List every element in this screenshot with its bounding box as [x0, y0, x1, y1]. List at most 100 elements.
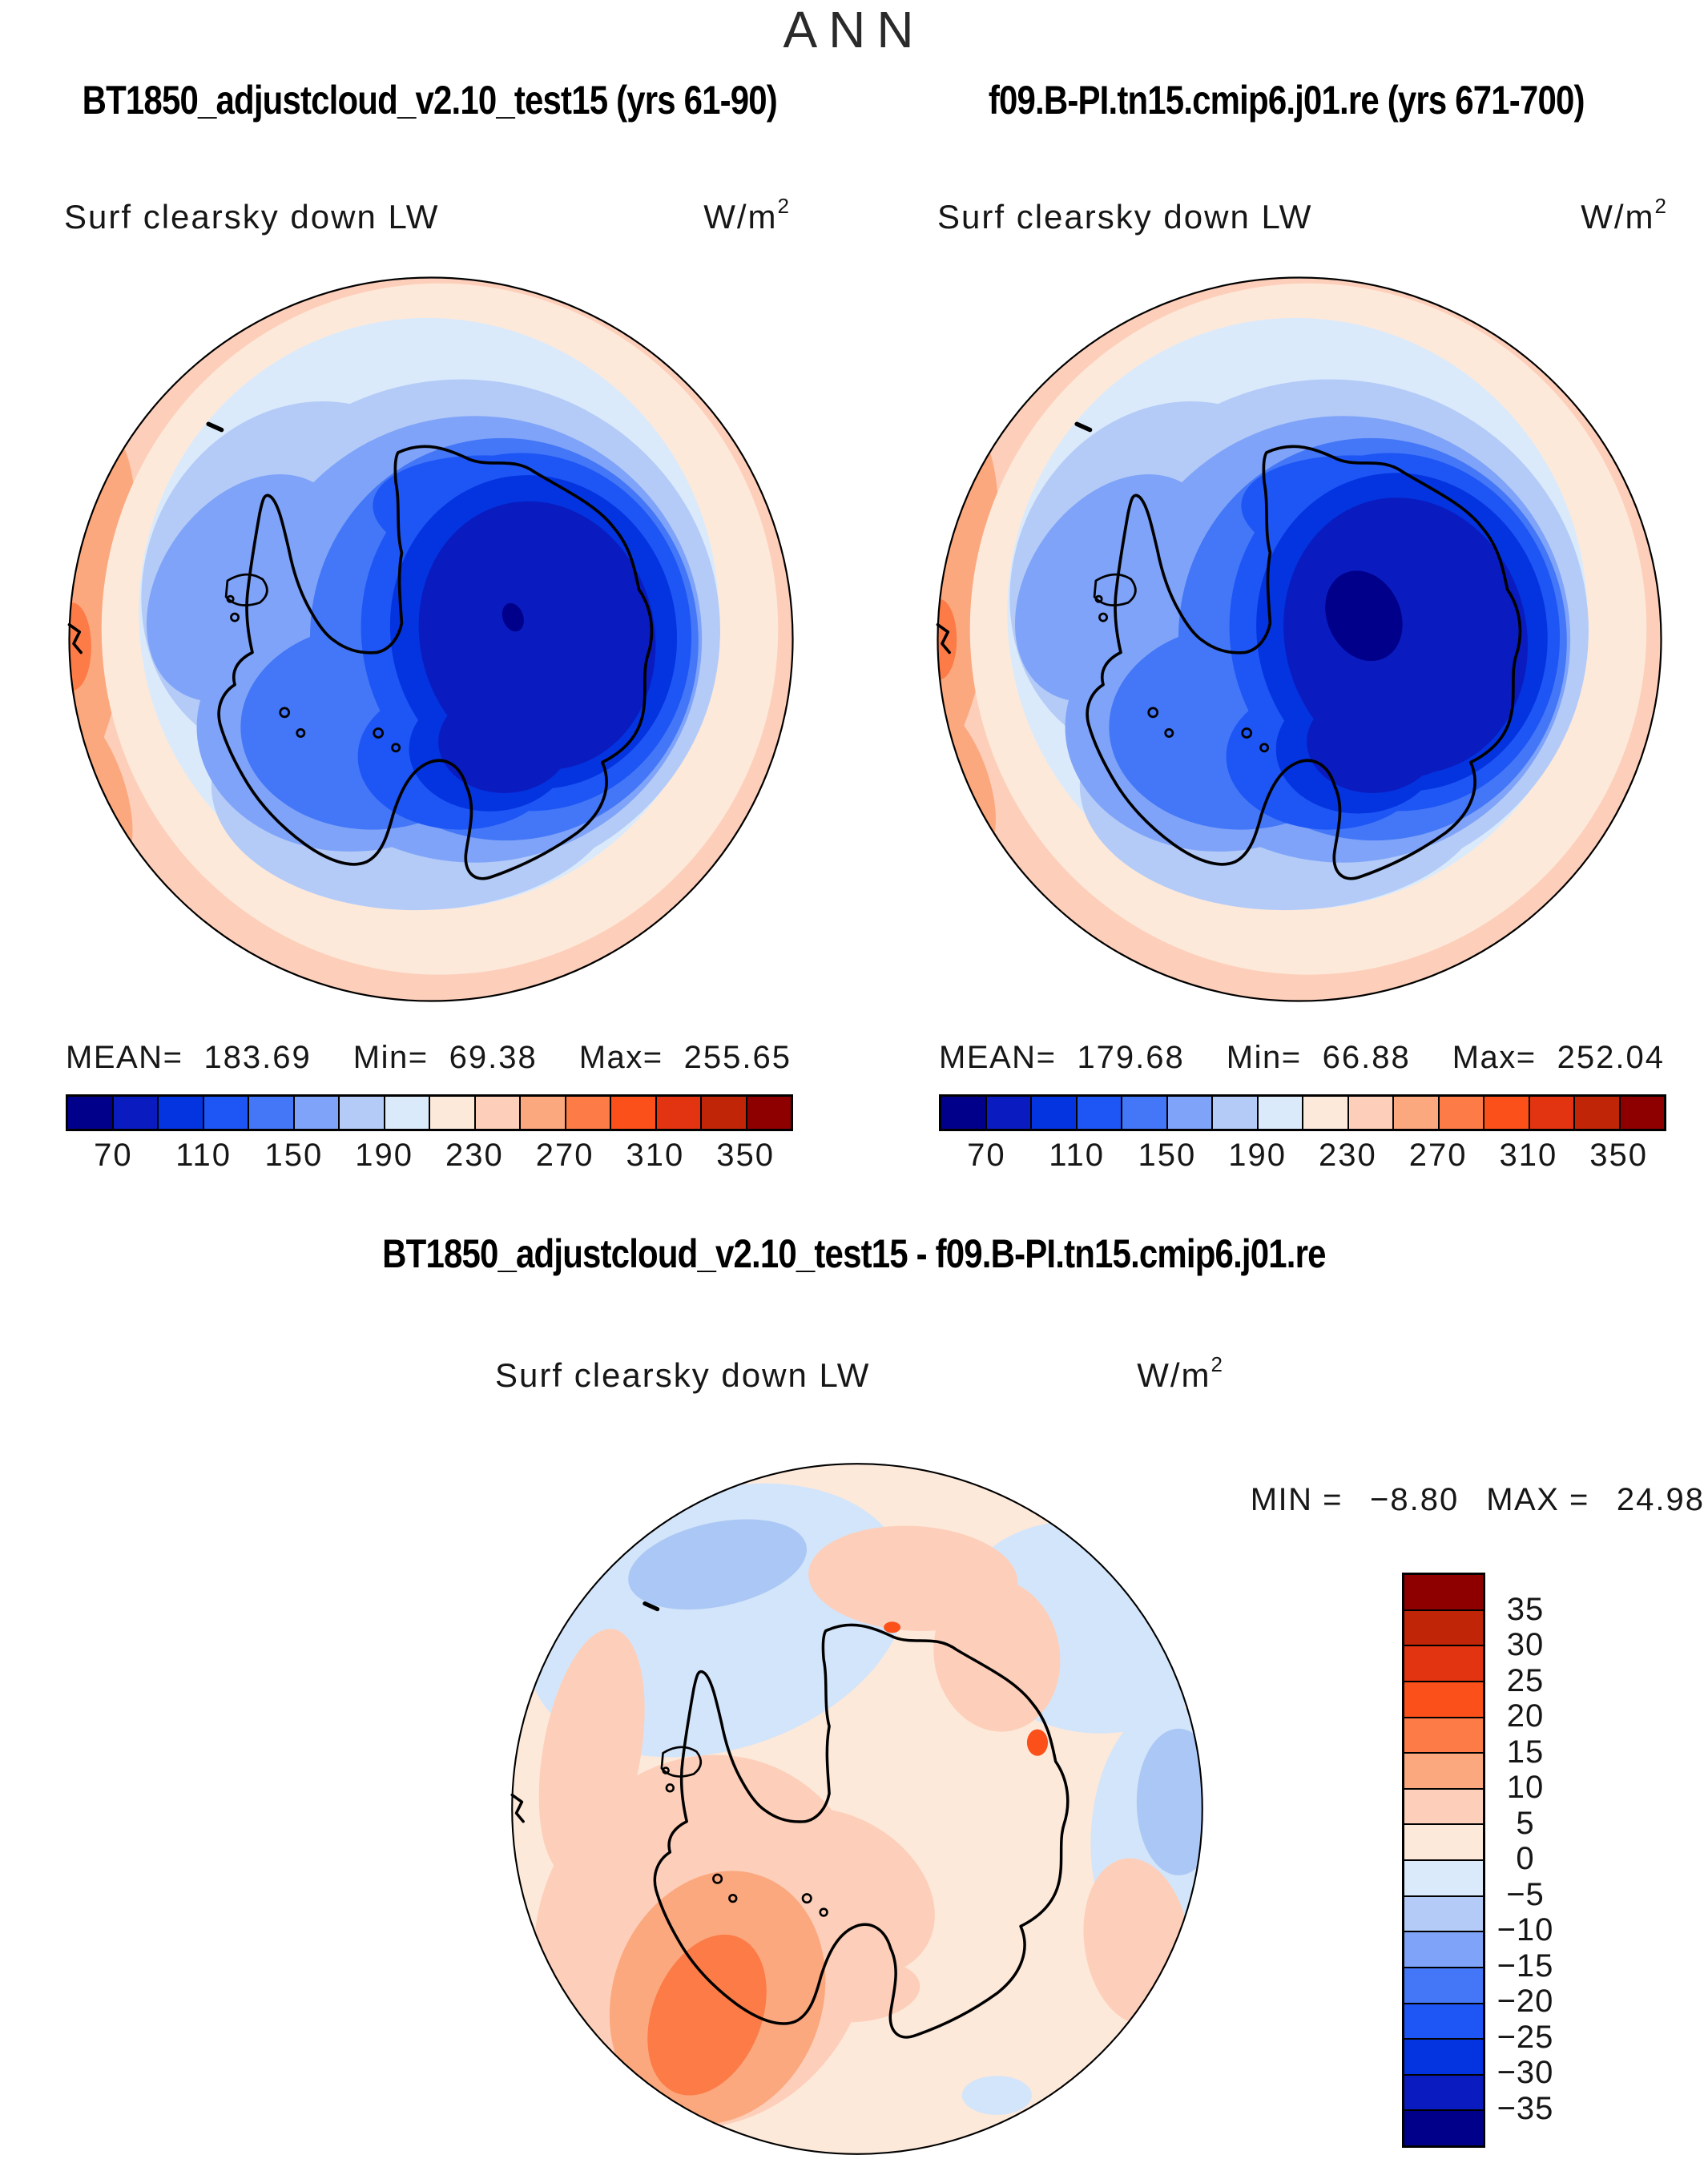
colorbar-cell — [429, 1097, 474, 1129]
colorbar-boundary-label: −5 — [1506, 1876, 1545, 1912]
colorbar-left-ticks: 70 110 150 190 230 270 310 350 — [66, 1138, 793, 1179]
colorbar-tick-label: 310 — [1499, 1138, 1558, 1173]
colorbar-cell — [1404, 2109, 1483, 2145]
colorbar-cell — [1404, 1859, 1483, 1895]
colorbar-tick-label: 350 — [1589, 1138, 1648, 1173]
colorbar-cell — [383, 1097, 429, 1129]
panel-title-right: f09.B-PI.tn15.cmip6.j01.re (yrs 671-700) — [862, 77, 1708, 127]
colorbar-cell — [700, 1097, 746, 1129]
colorbar-cell — [985, 1097, 1030, 1129]
colorbar-cell — [1404, 1680, 1483, 1717]
colorbar-boundary-label: 35 — [1506, 1591, 1545, 1627]
minimum-core — [1325, 570, 1403, 662]
colorbar-cell — [564, 1097, 610, 1129]
colorbar-tick-label: 270 — [1408, 1138, 1468, 1173]
colorbar-cell — [745, 1097, 791, 1129]
ocean-warm-spot — [937, 598, 957, 680]
colorbar-cell — [1618, 1097, 1664, 1129]
units-diff: W/m2 — [1137, 1352, 1223, 1394]
subtitle-diff: Surf clearsky down LW W/m2 — [495, 1352, 1223, 1395]
colorbar-tick-label: 230 — [445, 1138, 504, 1173]
colorbar-cell — [1166, 1097, 1211, 1129]
colorbar-cell — [1404, 1931, 1483, 1967]
colorbar-cell — [1404, 1895, 1483, 1931]
colorbar-cell — [1075, 1097, 1121, 1129]
colorbar-tick-label: 110 — [175, 1138, 232, 1173]
colorbar-boundary-label: −25 — [1497, 2019, 1554, 2055]
map-panel-right — [933, 276, 1662, 1002]
colorbar-cell — [941, 1097, 985, 1129]
colorbar-right-ticks: 70 110 150 190 230 270 310 350 — [939, 1138, 1666, 1179]
diff-max-label: MAX = — [1486, 1482, 1589, 1517]
colorbar-cell — [1302, 1097, 1347, 1129]
colorbar-boundary-label: −30 — [1497, 2055, 1554, 2090]
stat-mean: MEAN= 183.69 — [66, 1040, 312, 1075]
colorbar-tick-label: 190 — [1228, 1138, 1287, 1173]
colorbar-cell — [1404, 1575, 1483, 1609]
subtitle-right: Surf clearsky down LW W/m2 — [937, 194, 1666, 236]
ring-navy — [1283, 497, 1528, 793]
colorbar-boundary-label: 15 — [1506, 1734, 1545, 1770]
diff-min-label: MIN = — [1250, 1482, 1343, 1517]
colorbar-boundary-label: 0 — [1516, 1841, 1535, 1876]
colorbar-cell — [157, 1097, 203, 1129]
diff-title-text: BT1850_adjustcloud_v2.10_test15 - f09.B-… — [382, 1231, 1326, 1276]
colorbar-tick-label: 310 — [626, 1138, 685, 1173]
map-panel-diff — [508, 1463, 1203, 2155]
colorbar-tick-label: 150 — [264, 1138, 324, 1173]
colorbar-boundary-label: 5 — [1516, 1805, 1535, 1841]
diff-positive-orange-core — [647, 1934, 767, 2096]
colorbar-cell — [111, 1097, 157, 1129]
diff-positive-red-spots — [884, 1621, 1049, 1756]
variable-label-diff: Surf clearsky down LW — [495, 1356, 871, 1394]
colorbar-cell — [1404, 1645, 1483, 1681]
diff-minmax: MIN = −8.80 MAX = 24.98 — [1025, 1482, 1705, 1518]
colorbar-cell — [1404, 1752, 1483, 1788]
colorbar-tick-label: 270 — [535, 1138, 594, 1173]
colorbar-tick-label: 70 — [94, 1138, 133, 1173]
colorbar-boundary-label: 10 — [1506, 1770, 1545, 1805]
colorbar-cell — [1404, 1716, 1483, 1753]
colorbar-cell — [338, 1097, 384, 1129]
colorbar-cell — [1256, 1097, 1302, 1129]
colorbar-tick-label: 190 — [355, 1138, 413, 1173]
colorbar-cell — [1483, 1097, 1529, 1129]
colorbar-cell — [473, 1097, 519, 1129]
stat-min: Min= 66.88 — [1226, 1040, 1411, 1075]
ring-navy — [418, 501, 656, 793]
colorbar-cell — [1404, 1609, 1483, 1645]
stat-min: Min= 69.38 — [352, 1040, 538, 1075]
panel-title-left-text: BT1850_adjustcloud_v2.10_test15 (yrs 61-… — [82, 78, 777, 123]
minimum-core — [502, 602, 524, 632]
stats-right: MEAN= 179.68 Min= 66.88 Max= 252.04 — [939, 1040, 1665, 1076]
panel-title-right-text: f09.B-PI.tn15.cmip6.j01.re (yrs 671-700) — [989, 78, 1585, 123]
colorbar-cell — [655, 1097, 700, 1129]
colorbar-tick-label: 350 — [716, 1138, 775, 1173]
colorbar-boundary-label: 30 — [1506, 1627, 1545, 1662]
units-right: W/m2 — [1581, 194, 1666, 236]
colorbar-cell — [1404, 1823, 1483, 1859]
colorbar-cell — [1404, 1787, 1483, 1824]
ocean-warm-spot — [69, 602, 91, 691]
diff-min-value: −8.80 — [1370, 1482, 1460, 1517]
colorbar-cell — [248, 1097, 293, 1129]
colorbar-cell — [1121, 1097, 1166, 1129]
map-boundary-circle — [511, 1463, 1203, 2155]
page-title: ANN — [783, 1, 925, 58]
colorbar-tick-label: 150 — [1138, 1138, 1197, 1173]
colorbar-boundary-label: −10 — [1497, 1912, 1554, 1948]
colorbar-cell — [1437, 1097, 1483, 1129]
colorbar-cell — [202, 1097, 248, 1129]
colorbar-boundary-label: −15 — [1497, 1948, 1554, 1984]
colorbar-right — [939, 1094, 1666, 1131]
colorbar-diff — [1402, 1573, 1485, 2148]
stat-max: Max= 255.65 — [578, 1040, 792, 1075]
colorbar-cell — [1404, 2073, 1483, 2110]
stat-mean: MEAN= 179.68 — [939, 1040, 1185, 1075]
colorbar-cell — [610, 1097, 655, 1129]
colorbar-cell — [1404, 1966, 1483, 2003]
colorbar-cell — [519, 1097, 565, 1129]
stat-max: Max= 252.04 — [1452, 1040, 1665, 1075]
colorbar-cell — [1030, 1097, 1076, 1129]
